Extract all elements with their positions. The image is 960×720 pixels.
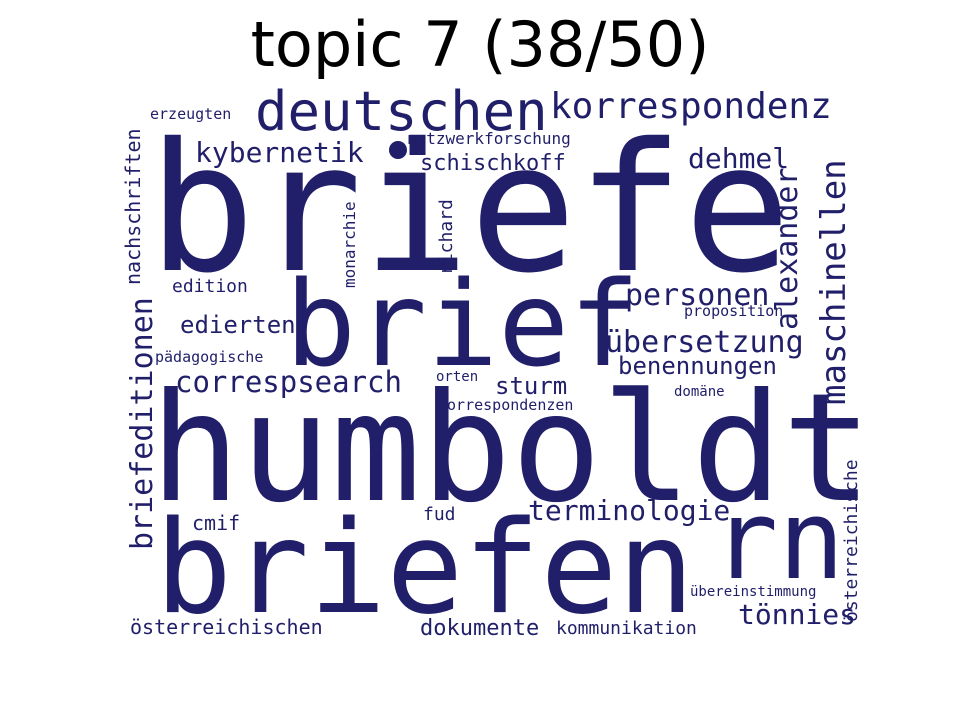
- word-proposition: proposition: [684, 302, 783, 320]
- word-korrespondenzen: korrespondenzen: [438, 396, 573, 414]
- word-briefe: briefe: [148, 105, 791, 312]
- word-edition: edition: [172, 276, 248, 297]
- word-übersetzung: übersetzung: [605, 325, 804, 360]
- word-fud: fud: [423, 504, 456, 525]
- word-maschinellen: maschinellen: [814, 159, 854, 405]
- word-österreichischen: österreichischen: [130, 615, 323, 639]
- word-briefeditionen: briefeditionen: [125, 297, 160, 550]
- word-dokumente: dokumente: [420, 616, 539, 641]
- word-monarchie: monarchie: [340, 201, 359, 288]
- word-briefen: briefen: [155, 494, 694, 643]
- word-kommunikation: kommunikation: [556, 618, 697, 639]
- word-tönnies: tönnies: [738, 598, 856, 631]
- word-domäne: domäne: [674, 384, 725, 400]
- word-correspsearch: correspsearch: [175, 365, 402, 399]
- word-pädagogische: pädagogische: [155, 348, 263, 366]
- word-richard: richard: [436, 199, 457, 275]
- word-personen: personen: [625, 278, 770, 313]
- word-übereinstimmung: übereinstimmung: [690, 584, 816, 600]
- word-brief: brief: [285, 255, 640, 393]
- chart-title: topic 7 (38/50): [250, 8, 710, 81]
- word-österreichische: österreichische: [841, 459, 862, 622]
- word-kybernetik: kybernetik: [195, 136, 364, 169]
- word-rn: rn: [712, 476, 844, 604]
- word-edierten: edierten: [180, 311, 296, 339]
- word-humboldt: humboldt: [150, 362, 872, 536]
- word-erzeugten: erzeugten: [150, 105, 231, 123]
- word-terminologie: terminologie: [528, 494, 730, 527]
- word-deutschen: deutschen: [255, 80, 548, 143]
- word-cmif: cmif: [192, 511, 240, 535]
- word-sturm: sturm: [495, 372, 567, 400]
- word-korrespondenz: korrespondenz: [550, 86, 832, 127]
- word-dehmel: dehmel: [688, 142, 789, 175]
- word-orten: orten: [436, 369, 478, 385]
- word-benennungen: benennungen: [618, 352, 777, 380]
- word-nachschriften: nachschriften: [121, 128, 145, 285]
- dot-mark: [389, 141, 407, 159]
- word-schischkoff: schischkoff: [420, 151, 566, 176]
- word-alexander: alexander: [770, 167, 805, 330]
- word-netzwerkforschung: netzwerkforschung: [407, 129, 571, 148]
